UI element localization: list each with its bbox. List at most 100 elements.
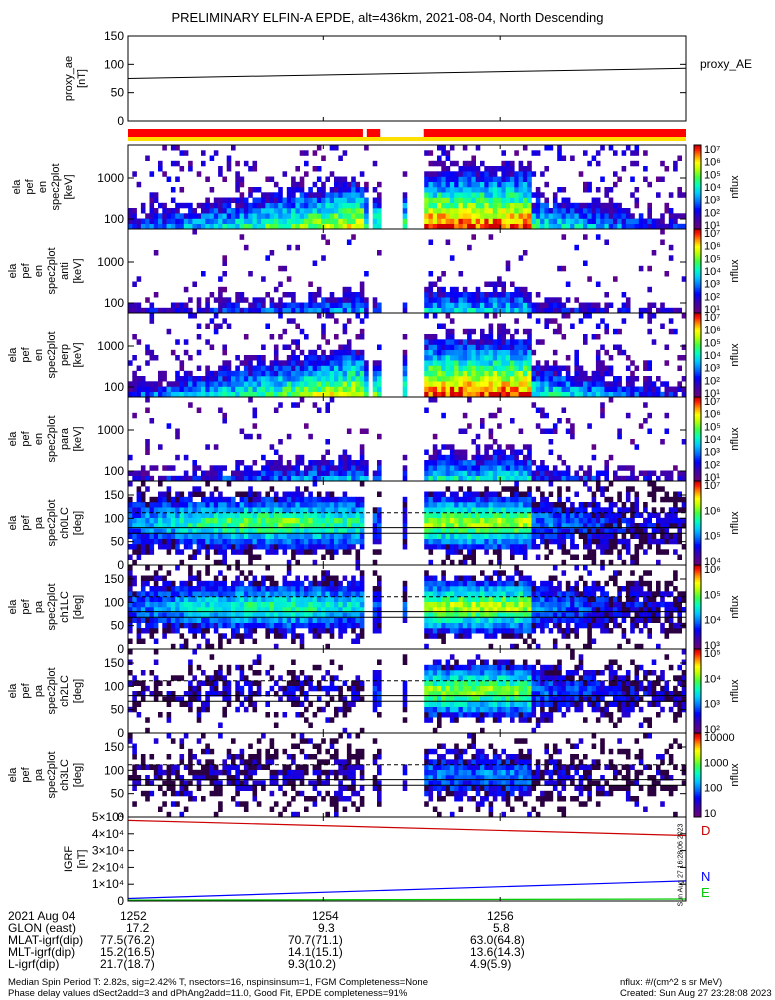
- spectrogram-cell: [140, 591, 146, 597]
- spectrogram-cell: [175, 386, 180, 392]
- spectrogram-cell: [574, 307, 579, 314]
- spectrogram-cell: [510, 187, 515, 193]
- spectrogram-cell: [273, 470, 279, 476]
- spectrogram-cell: [299, 512, 305, 518]
- spectrogram-cell: [170, 381, 176, 387]
- spectrogram-cell: [424, 407, 429, 413]
- spectrogram-cell: [527, 538, 532, 545]
- spectrogram-cell: [132, 617, 137, 623]
- spectrogram-cell: [218, 391, 223, 398]
- spectrogram-cell: [488, 302, 494, 308]
- spectrogram-cell: [492, 439, 498, 445]
- spectrogram-cell: [136, 628, 142, 634]
- spectrogram-cell: [282, 533, 288, 539]
- spectrogram-cell: [424, 307, 429, 314]
- spectrogram-cell: [424, 223, 429, 230]
- spectrogram-cell: [248, 544, 253, 550]
- spectrogram-cell: [480, 376, 485, 382]
- spectrogram-cell: [312, 523, 318, 529]
- spectrogram-cell: [158, 481, 163, 487]
- spectrogram-cell: [145, 213, 150, 219]
- spectrogram-cell: [488, 334, 494, 340]
- spectrogram-cell: [132, 607, 137, 613]
- spectrogram-cell: [467, 554, 472, 560]
- spectrogram-cell: [544, 218, 549, 224]
- spectrogram-cell: [304, 502, 309, 508]
- spectrogram-cell: [634, 376, 640, 382]
- spectrogram-cell: [248, 376, 253, 382]
- spectrogram-cell: [218, 276, 223, 282]
- spectrogram-cell: [437, 176, 442, 182]
- spectrogram-cell: [441, 475, 446, 482]
- spectrogram-cell: [656, 218, 661, 224]
- spectrogram-cell: [201, 633, 206, 639]
- spectrogram-cell: [261, 528, 266, 534]
- spectrogram-cell: [325, 491, 330, 497]
- spectrogram-cell: [548, 512, 554, 518]
- spectrogram-cell: [175, 213, 180, 219]
- spectrogram-cell: [329, 307, 335, 314]
- spectrogram-cell: [492, 381, 498, 387]
- spectrogram-cell: [183, 638, 189, 644]
- spectrogram-cell: [471, 339, 476, 345]
- spectrogram-cell: [540, 407, 545, 413]
- spectrogram-cell: [570, 533, 575, 539]
- spectrogram-cell: [531, 544, 537, 550]
- spectrogram-cell: [140, 549, 146, 555]
- spectrogram-cell: [308, 523, 313, 529]
- spectrogram-cell: [480, 386, 485, 392]
- spectrogram-cell: [359, 633, 365, 639]
- spectrogram-cell: [660, 307, 665, 314]
- spectrogram-cell: [136, 612, 142, 618]
- spectrogram-cell: [226, 596, 232, 602]
- spectrogram-cell: [239, 570, 245, 576]
- spectrogram-cell: [441, 360, 446, 366]
- spectrogram-cell: [643, 549, 648, 555]
- spectrogram-cell: [501, 465, 506, 471]
- spectrogram-cell: [428, 302, 434, 308]
- spectrogram-cell: [183, 612, 189, 618]
- spectrogram-cell: [445, 486, 451, 492]
- spectrogram-cell: [638, 512, 644, 518]
- spectrogram-cell: [437, 460, 442, 466]
- spectrogram-cell: [351, 176, 356, 182]
- spectrogram-cell: [445, 344, 451, 350]
- spectrogram-cell: [522, 307, 528, 314]
- spectrogram-cell: [458, 523, 464, 529]
- spectrogram-cell: [128, 638, 133, 644]
- spectrogram-cell: [595, 302, 601, 308]
- spectrogram-cell: [261, 386, 266, 392]
- spectrogram-cell: [213, 523, 219, 529]
- spectrogram-cell: [321, 370, 326, 377]
- spectrogram-cell: [145, 596, 150, 602]
- spectrogram-cell: [480, 307, 485, 314]
- spectrogram-cell: [252, 202, 258, 209]
- spectrogram-cell: [308, 549, 313, 555]
- spectrogram-cell: [265, 575, 270, 581]
- spectrogram-cell: [243, 512, 249, 518]
- spectrogram-cell: [647, 381, 652, 387]
- spectrogram-cell: [441, 601, 446, 608]
- spectrogram-cell: [273, 607, 279, 613]
- spectrogram-cell: [351, 460, 356, 466]
- spectrogram-cell: [252, 166, 258, 172]
- spectrogram-cell: [514, 391, 519, 398]
- spectrogram-cell: [514, 533, 519, 539]
- spectrogram-cell: [218, 502, 223, 508]
- spectrogram-cell: [578, 517, 584, 524]
- spectrogram-cell: [647, 181, 652, 188]
- spectrogram-cell: [188, 570, 193, 576]
- spectrogram-cell: [480, 297, 485, 303]
- spectrogram-cell: [458, 297, 464, 303]
- spectrogram-cell: [325, 376, 330, 382]
- spectrogram-cell: [449, 533, 455, 539]
- spectrogram-cell: [402, 192, 408, 198]
- spectrogram-cell: [231, 549, 236, 555]
- spectrogram-cell: [428, 586, 434, 592]
- spectrogram-cell: [574, 365, 579, 371]
- spectrogram-cell: [201, 612, 206, 618]
- spectrogram-cell: [522, 292, 528, 298]
- spectrogram-cell: [441, 580, 446, 587]
- spectrogram-cell: [162, 171, 167, 177]
- spectrogram-cell: [510, 470, 515, 476]
